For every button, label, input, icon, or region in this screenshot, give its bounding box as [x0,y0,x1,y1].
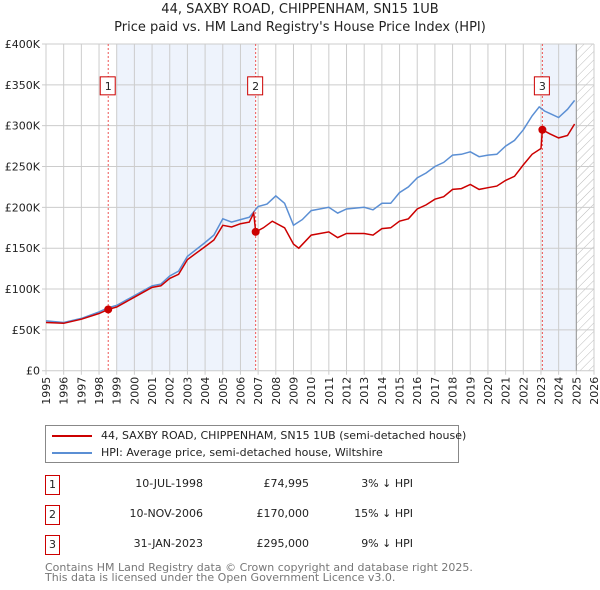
marker-badge: 2 [45,505,60,525]
hpi-line [45,99,576,324]
footer-licence: This data is licensed under the Open Gov… [45,571,396,584]
y-tick-label: £0 [26,365,40,378]
sale-point [104,305,113,314]
sale-label-box [99,76,116,96]
sale-price: £295,000 [256,537,310,550]
x-tick-label: 2014 [376,377,389,405]
chart-subtitle: Price paid vs. HM Land Registry's House … [114,20,486,35]
x-tick-label: 1996 [58,377,71,405]
sale-point [538,125,547,134]
x-tick-label: 2008 [270,377,283,405]
x-tick-label: 2004 [199,377,212,405]
x-tick-label: 2010 [305,377,318,405]
legend-label-hpi: HPI: Average price, semi-detached house,… [101,446,383,459]
x-tick-label: 2018 [447,377,460,405]
x-tick-label: 2000 [128,377,141,405]
y-tick-label: £350K [5,79,41,92]
y-tick-label: £250K [5,161,41,174]
x-tick-label: 2023 [535,377,548,405]
sale-label-box [247,76,264,96]
table-row: 2 10-NOV-2006 £170,000 15% ↓ HPI [45,505,465,527]
marker-badge: 1 [45,475,60,495]
plot-area: 1995 1996 1997 1998 1999 2000 2001 2002 2003 2004… [5,38,600,405]
x-tick-label: 2013 [358,377,371,405]
sale-price: £170,000 [256,507,310,520]
chart-title: 44, SAXBY ROAD, CHIPPENHAM, SN15 1UB [161,2,439,17]
y-tick-label: £200K [5,201,41,214]
x-tick-label: 2007 [252,377,265,405]
x-tick-label: 2022 [517,377,530,405]
x-tick-label: 2001 [146,377,159,405]
hpi-diff: 15% ↓ HPI [354,507,413,520]
footer-copyright: Contains HM Land Registry data © Crown c… [45,561,473,574]
x-tick-label: 2002 [164,377,177,405]
legend-label-price: 44, SAXBY ROAD, CHIPPENHAM, SN15 1UB (se… [101,429,467,442]
legend: 44, SAXBY ROAD, CHIPPENHAM, SN15 1UB (se… [45,425,466,463]
x-tick-label: 1995 [40,377,53,405]
x-tick-label: 2020 [482,377,495,405]
y-tick-label: £100K [5,283,41,296]
sale-label: 1 [105,80,112,93]
hpi-diff: 3% ↓ HPI [361,477,413,490]
x-tick-label: 1997 [75,377,88,405]
hpi-diff: 9% ↓ HPI [361,537,413,550]
x-tick-label: 2012 [341,377,354,405]
table-row: 3 31-JAN-2023 £295,000 9% ↓ HPI [45,535,465,557]
x-tick-label: 2019 [464,377,477,405]
x-tick-label: 2015 [394,377,407,405]
sale-price: £74,995 [263,477,310,490]
sale-date: 10-JUL-1998 [135,477,203,490]
marker-badge: 3 [45,535,60,555]
x-tick-label: 2009 [287,377,300,405]
price-paid-line [45,123,576,325]
sale-label: 3 [539,80,546,93]
y-tick-label: £300K [5,120,41,133]
sale-date: 31-JAN-2023 [133,537,203,550]
y-tick-label: £150K [5,242,41,255]
x-tick-label: 2016 [411,377,424,405]
y-tick-label: £50K [12,324,41,337]
x-tick-label: 1999 [111,377,124,405]
sale-label: 2 [252,80,259,93]
legend-swatch-hpi [52,452,92,454]
x-tick-label: 2003 [181,377,194,405]
x-tick-label: 2024 [553,377,566,405]
x-tick-label: 2011 [323,377,336,405]
legend-swatch-price [52,435,92,437]
x-tick-label: 2005 [217,377,230,405]
x-tick-label: 2025 [570,377,583,405]
y-tick-label: £400K [5,38,41,51]
x-tick-label: 2021 [500,377,513,405]
table-row: 1 10-JUL-1998 £74,995 3% ↓ HPI [45,475,465,497]
sale-date: 10-NOV-2006 [129,507,203,520]
x-tick-label: 2026 [588,377,600,405]
x-tick-label: 2006 [234,377,247,405]
sale-label-box [533,76,550,96]
sale-point [251,227,260,236]
x-tick-label: 2017 [429,377,442,405]
x-tick-label: 1998 [93,377,106,405]
